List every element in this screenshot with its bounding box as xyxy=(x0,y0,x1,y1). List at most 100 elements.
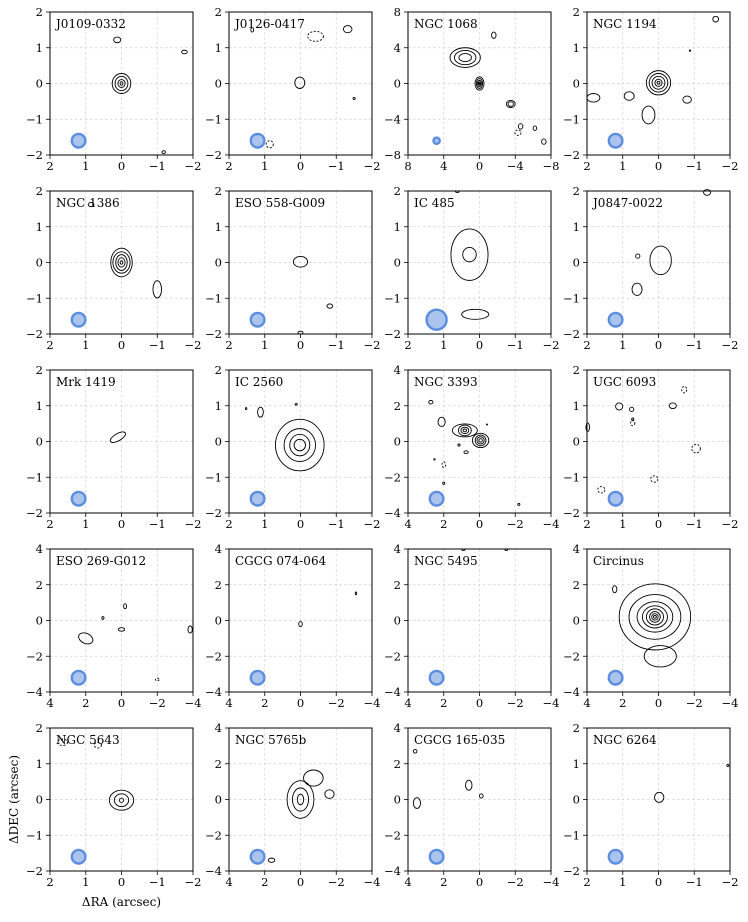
beam-ellipse xyxy=(249,669,266,686)
x-tick-label: 2 xyxy=(225,338,232,352)
y-tick-label: −2 xyxy=(26,864,43,878)
x-tick-label: 2 xyxy=(583,338,590,352)
x-tick-label: 2 xyxy=(583,159,590,173)
negative-contour xyxy=(307,30,324,42)
y-tick-label: −1 xyxy=(563,112,580,126)
contour-level xyxy=(113,36,122,44)
x-tick-label: 0 xyxy=(297,517,304,531)
y-tick-label: 4 xyxy=(394,363,401,377)
contour-level xyxy=(712,15,720,23)
x-tick-label: 0 xyxy=(297,875,304,889)
panel-9: 2 2 1 1 0 0 −1 −1 −2 −2 IC 2560 xyxy=(205,363,380,531)
contours xyxy=(631,189,712,296)
contour-level xyxy=(114,75,129,92)
x-tick-label: 1 xyxy=(619,517,626,531)
contour-level xyxy=(87,201,95,208)
x-tick-label: 2 xyxy=(225,517,232,531)
contour-level xyxy=(109,431,127,443)
x-tick-label: −4 xyxy=(185,696,202,710)
y-tick-label: −4 xyxy=(384,506,401,520)
x-tick-label: 2 xyxy=(225,159,232,173)
negative-contour xyxy=(630,419,636,427)
contours xyxy=(57,738,135,811)
panel-title: NGC 1194 xyxy=(593,17,657,31)
x-tick-label: 0 xyxy=(297,159,304,173)
y-tick-label: 0 xyxy=(573,793,580,807)
x-tick-label: −1 xyxy=(149,875,166,889)
beam-ellipse xyxy=(70,669,87,686)
contour-level xyxy=(476,436,485,445)
beam-ellipse xyxy=(249,490,266,507)
x-tick-label: −4 xyxy=(543,517,560,531)
y-tick-label: 4 xyxy=(394,41,401,55)
y-tick-label: 1 xyxy=(36,41,43,55)
x-tick-label: 0 xyxy=(655,517,662,531)
negative-contour xyxy=(514,129,522,136)
y-tick-label: −2 xyxy=(563,327,580,341)
panel-title: NGC 3393 xyxy=(414,375,478,389)
contour-level xyxy=(78,632,94,645)
x-tick-label: −2 xyxy=(722,338,739,352)
y-tick-label: −2 xyxy=(205,148,222,162)
contour-level xyxy=(118,797,125,803)
y-tick-label: −1 xyxy=(205,470,222,484)
contour-level xyxy=(651,75,666,90)
contour-level xyxy=(108,789,135,811)
contour-level xyxy=(648,73,669,93)
y-tick-label: −1 xyxy=(563,291,580,305)
contour-level xyxy=(612,585,618,594)
panel-title: Circinus xyxy=(593,554,644,568)
contour-level xyxy=(517,502,521,506)
contours xyxy=(428,399,521,506)
panel-14: 4 4 2 2 0 0 −2 −2 −4 −4 NGC 5495 xyxy=(384,542,559,710)
beam-ellipse xyxy=(607,490,624,507)
y-tick-label: 2 xyxy=(394,184,401,198)
x-tick-label: 2 xyxy=(583,517,590,531)
x-tick-label: 1 xyxy=(261,338,268,352)
x-tick-label: 0 xyxy=(655,338,662,352)
x-tick-label: 2 xyxy=(46,517,53,531)
panel-title: NGC 6264 xyxy=(593,733,657,747)
contours xyxy=(449,31,547,145)
contour-level xyxy=(117,257,126,268)
x-tick-label: −4 xyxy=(543,696,560,710)
y-tick-label: −2 xyxy=(563,864,580,878)
contour-level xyxy=(450,228,489,281)
contour-level xyxy=(475,78,484,89)
x-tick-label: 1 xyxy=(82,338,89,352)
panel-title: NGC 5495 xyxy=(414,554,478,568)
y-tick-label: 4 xyxy=(215,721,222,735)
y-tick-label: 1 xyxy=(573,757,580,771)
x-tick-label: −8 xyxy=(543,159,560,173)
y-tick-label: −1 xyxy=(205,112,222,126)
y-tick-label: −1 xyxy=(26,291,43,305)
x-tick-label: −1 xyxy=(686,875,703,889)
panel-title: ESO 269-G012 xyxy=(56,554,146,568)
contour-level xyxy=(412,749,418,754)
panel-title: J0847-0022 xyxy=(591,196,663,210)
x-tick-label: −2 xyxy=(364,338,381,352)
negative-contour xyxy=(155,677,160,682)
contour-level xyxy=(352,96,356,101)
contours xyxy=(244,403,325,472)
x-tick-label: 2 xyxy=(440,875,447,889)
y-tick-label: 1 xyxy=(394,220,401,234)
y-tick-label: 4 xyxy=(573,542,580,556)
contour-level xyxy=(505,100,516,109)
contour-level xyxy=(250,27,255,33)
contour-level xyxy=(478,438,483,443)
negative-contour xyxy=(597,486,606,494)
beam-ellipse xyxy=(428,490,445,507)
contour-level xyxy=(187,625,193,634)
contour-level xyxy=(703,189,712,196)
contour-level xyxy=(454,49,477,66)
contour-level xyxy=(412,797,421,809)
y-tick-label: 0 xyxy=(573,256,580,270)
y-tick-label: 0 xyxy=(573,614,580,628)
panel-title: CGCG 165-035 xyxy=(414,733,505,747)
contour-level xyxy=(461,308,490,320)
x-tick-label: 4 xyxy=(225,696,232,710)
x-tick-label: −2 xyxy=(722,517,739,531)
x-tick-label: 0 xyxy=(476,159,483,173)
